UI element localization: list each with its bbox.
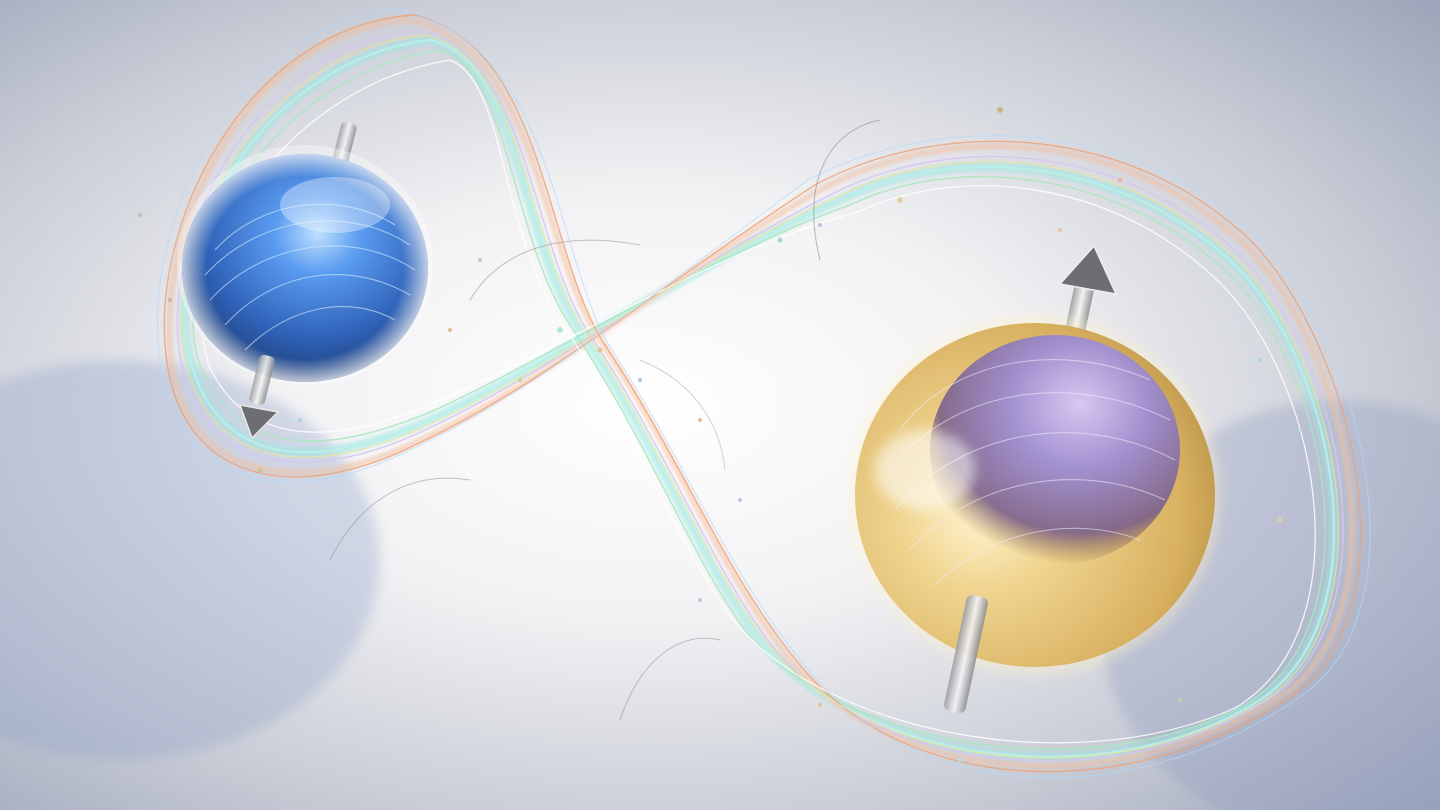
violet-core	[930, 335, 1180, 565]
blue-spin-axis-bottom	[249, 354, 275, 406]
background-haze-left	[0, 360, 380, 760]
gold-spin-axis-bottom	[944, 595, 988, 713]
blue-sphere-swirl	[204, 203, 416, 351]
blue-sphere-highlight	[280, 177, 390, 233]
gold-particle	[850, 244, 1220, 713]
sparkle-particles	[138, 107, 1302, 763]
up-arrow-icon	[1058, 244, 1118, 295]
down-arrow-icon	[238, 404, 280, 440]
blue-particle	[177, 121, 433, 440]
gold-sphere-highlight	[875, 430, 975, 510]
